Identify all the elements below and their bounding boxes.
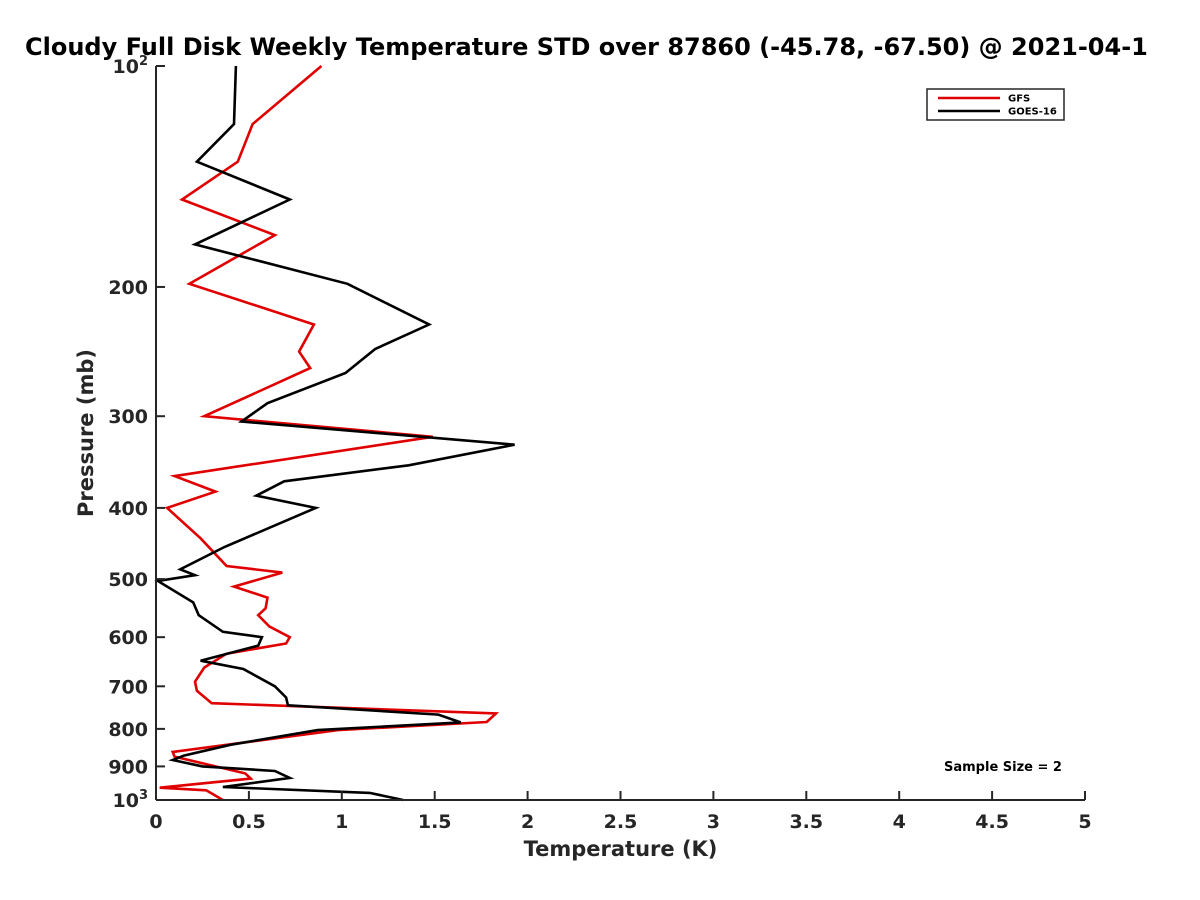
y-tick-label: 300 [108, 406, 148, 428]
x-axis-ticks: 0 0.5 1 1.5 2 2.5 3 3.5 4 4.5 5 [149, 791, 1092, 833]
y-axis-label: Pressure (mb) [74, 349, 98, 517]
y-tick-label: 700 [108, 676, 148, 698]
legend-box [926, 88, 1065, 121]
x-tick-label: 5 [1078, 811, 1091, 833]
series-line-goes16 [154, 65, 515, 802]
y-tick-label-bottom: 103 [113, 788, 149, 812]
x-tick-label: 2 [521, 811, 534, 833]
x-tick-label: 2.5 [604, 811, 638, 833]
y-axis-ticks: 200 300 400 500 600 700 800 900 102 103 [108, 54, 165, 812]
legend: GFS GOES-16 [926, 88, 1065, 121]
sample-size-annotation: Sample Size = 2 [944, 760, 1062, 775]
legend-label-gfs: GFS [1008, 94, 1030, 105]
x-tick-label: 1 [335, 811, 348, 833]
y-tick-label: 200 [108, 277, 148, 299]
x-tick-label: 3.5 [789, 811, 823, 833]
y-tick-label: 500 [108, 569, 148, 591]
x-axis-label: Temperature (K) [524, 837, 718, 861]
y-tick-label: 900 [108, 756, 148, 778]
y-tick-label-top: 102 [113, 54, 149, 78]
chart-title: Cloudy Full Disk Weekly Temperature STD … [25, 33, 1148, 61]
x-tick-label: 4.5 [975, 811, 1009, 833]
y-tick-label: 800 [108, 719, 148, 741]
y-tick-label: 400 [108, 498, 148, 520]
series-layer [154, 65, 515, 802]
x-tick-label: 4 [893, 811, 906, 833]
plot-area [156, 66, 1085, 800]
x-tick-label: 0.5 [232, 811, 266, 833]
x-tick-label: 0 [149, 811, 162, 833]
legend-label-goes16: GOES-16 [1008, 107, 1057, 118]
y-tick-label: 600 [108, 627, 148, 649]
x-tick-label: 3 [707, 811, 720, 833]
x-tick-label: 1.5 [418, 811, 452, 833]
